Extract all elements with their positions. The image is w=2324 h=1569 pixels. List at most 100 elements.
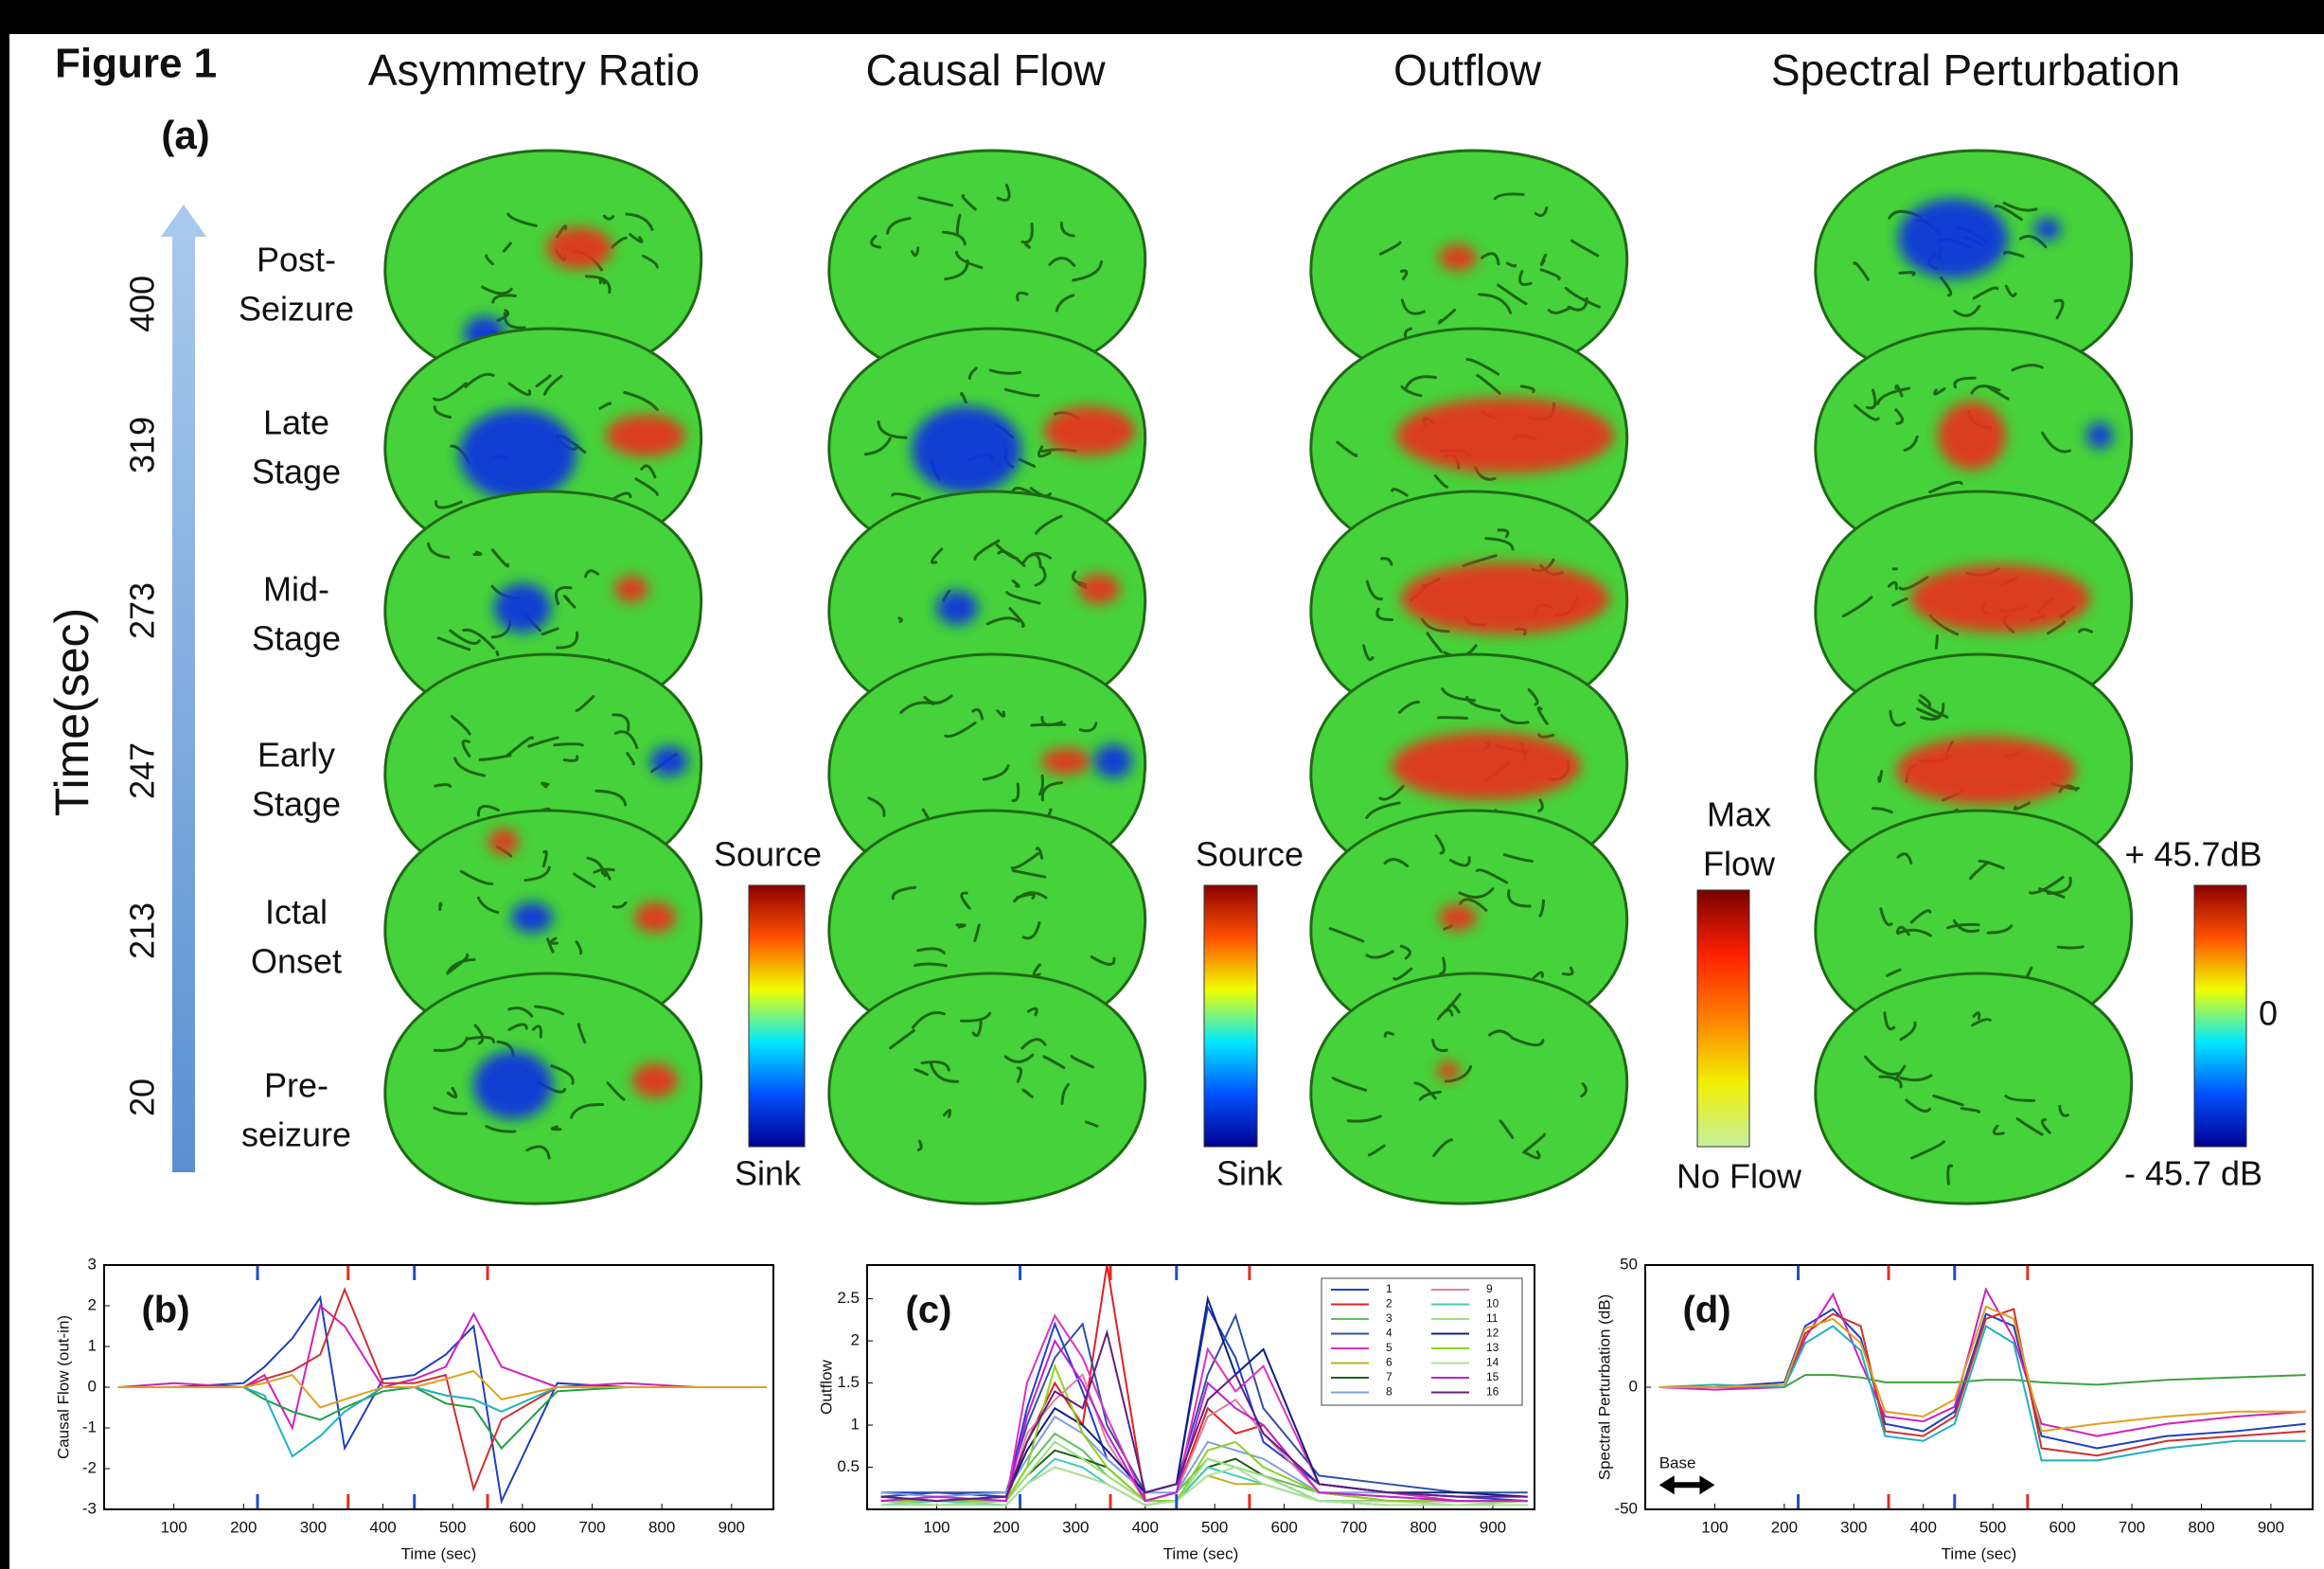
- legend-label: 8: [1386, 1385, 1393, 1399]
- x-tick-label: 200: [1771, 1518, 1798, 1536]
- activation-patch: [2086, 422, 2113, 449]
- time-tick: 400: [123, 276, 162, 332]
- x-tick-label: 600: [509, 1518, 536, 1536]
- stage-label: Stage: [252, 619, 341, 658]
- activation-patch: [936, 591, 978, 625]
- stage-label: Onset: [251, 942, 342, 981]
- legend-label: 2: [1386, 1297, 1393, 1310]
- legend-label: 1: [1386, 1282, 1393, 1295]
- sulcus: [1438, 718, 1466, 719]
- x-tick-label: 600: [2049, 1518, 2075, 1536]
- colorbar-label: Sink: [1216, 1154, 1284, 1193]
- column-title: Asymmetry Ratio: [368, 45, 700, 95]
- colorbar: [1697, 890, 1749, 1147]
- left-border: [0, 0, 9, 1569]
- legend-label: 6: [1386, 1356, 1393, 1369]
- y-tick-label: 2: [851, 1331, 860, 1349]
- y-tick-label: 3: [88, 1255, 97, 1273]
- activation-patch: [650, 746, 688, 776]
- brain: [1816, 973, 2132, 1203]
- stage-label: Pre-: [264, 1066, 328, 1105]
- x-tick-label: 200: [993, 1518, 1020, 1536]
- x-tick-label: 500: [439, 1518, 466, 1536]
- x-tick-label: 500: [1201, 1518, 1228, 1536]
- activation-patch: [488, 829, 519, 855]
- sulcus: [555, 744, 582, 745]
- sulcus: [957, 925, 965, 927]
- legend-label: 16: [1486, 1385, 1499, 1399]
- y-axis-label: Spectral Perturbation (dB): [1595, 1294, 1613, 1481]
- legend-label: 11: [1486, 1311, 1499, 1325]
- y-tick-label: 0: [88, 1377, 97, 1395]
- activation-patch: [912, 406, 1021, 493]
- column-title: Spectral Perturbation: [1771, 45, 2180, 95]
- time-tick: 247: [123, 742, 162, 799]
- legend-label: 5: [1386, 1341, 1393, 1354]
- x-tick-label: 300: [1062, 1518, 1089, 1536]
- activation-patch: [1044, 406, 1135, 455]
- panel-label: (a): [161, 113, 209, 157]
- sulcus: [2058, 947, 2083, 948]
- activation-patch: [494, 583, 551, 633]
- activation-patch: [473, 1051, 553, 1119]
- x-tick-label: 800: [2188, 1518, 2214, 1536]
- y-tick-label: 1: [88, 1336, 97, 1354]
- activation-patch: [1392, 732, 1581, 800]
- x-tick-label: 700: [578, 1518, 605, 1536]
- time-tick: 319: [123, 417, 162, 473]
- colorbar: [1204, 885, 1257, 1147]
- activation-patch: [614, 576, 648, 602]
- sulcus: [440, 903, 441, 910]
- x-tick-label: 100: [160, 1518, 186, 1536]
- chart: 1002003004005006007008009000.511.522.5Ti…: [817, 1265, 1535, 1562]
- sulcus: [1936, 636, 1937, 649]
- colorbar-label: Flow: [1703, 845, 1776, 883]
- colorbar-label: Sink: [735, 1154, 802, 1193]
- activation-patch: [1437, 1061, 1460, 1080]
- stage-label: Stage: [252, 785, 341, 824]
- x-tick-label: 400: [1132, 1518, 1159, 1536]
- time-tick: 213: [123, 902, 162, 959]
- x-tick-label: 700: [1340, 1518, 1367, 1536]
- figure: Figure 1 (a) Time(sec) Asymmetry RatioCa…: [0, 0, 2324, 1569]
- activation-patch: [2034, 218, 2061, 241]
- activation-patch: [1439, 904, 1477, 931]
- x-axis-label: Time (sec): [401, 1544, 477, 1562]
- activation-patch: [1439, 244, 1477, 271]
- stage-label: seizure: [241, 1115, 351, 1154]
- colorbar-label: Source: [714, 835, 822, 874]
- stage-label: Seizure: [239, 290, 354, 329]
- activation-patch: [1396, 398, 1614, 473]
- colorbar-label: Max: [1707, 795, 1771, 834]
- y-axis-label: Outflow: [817, 1359, 835, 1414]
- activation-patch: [1401, 562, 1609, 634]
- stage-label: Mid-: [263, 570, 329, 609]
- x-tick-label: 400: [1910, 1518, 1937, 1536]
- stage-label: Stage: [252, 453, 341, 491]
- x-tick-label: 400: [369, 1518, 396, 1536]
- y-tick-label: -1: [82, 1417, 97, 1435]
- x-axis-label: Time (sec): [1163, 1544, 1239, 1562]
- x-tick-label: 800: [648, 1518, 675, 1536]
- activation-patch: [1938, 401, 2006, 470]
- panel-label: (c): [906, 1290, 952, 1331]
- column-title: Outflow: [1393, 45, 1542, 95]
- colorbar: [749, 885, 805, 1147]
- activation-patch: [606, 415, 685, 456]
- legend-label: 9: [1486, 1282, 1493, 1295]
- annotation-label: Base: [1659, 1454, 1696, 1472]
- time-tick: 273: [123, 582, 162, 639]
- activation-patch: [634, 902, 676, 933]
- panel-label: (d): [1682, 1290, 1730, 1331]
- x-tick-label: 300: [300, 1518, 327, 1536]
- x-tick-label: 300: [1840, 1518, 1867, 1536]
- activation-patch: [1898, 199, 2008, 278]
- colorbar-label: 0: [2259, 994, 2278, 1033]
- sulcus: [542, 783, 548, 787]
- legend-label: 7: [1386, 1370, 1393, 1383]
- activation-patch: [1041, 748, 1091, 775]
- y-axis-label: Causal Flow (out-in): [54, 1315, 72, 1459]
- y-tick-label: 0.5: [837, 1457, 860, 1475]
- legend-label: 14: [1486, 1356, 1499, 1369]
- legend-label: 3: [1386, 1311, 1393, 1325]
